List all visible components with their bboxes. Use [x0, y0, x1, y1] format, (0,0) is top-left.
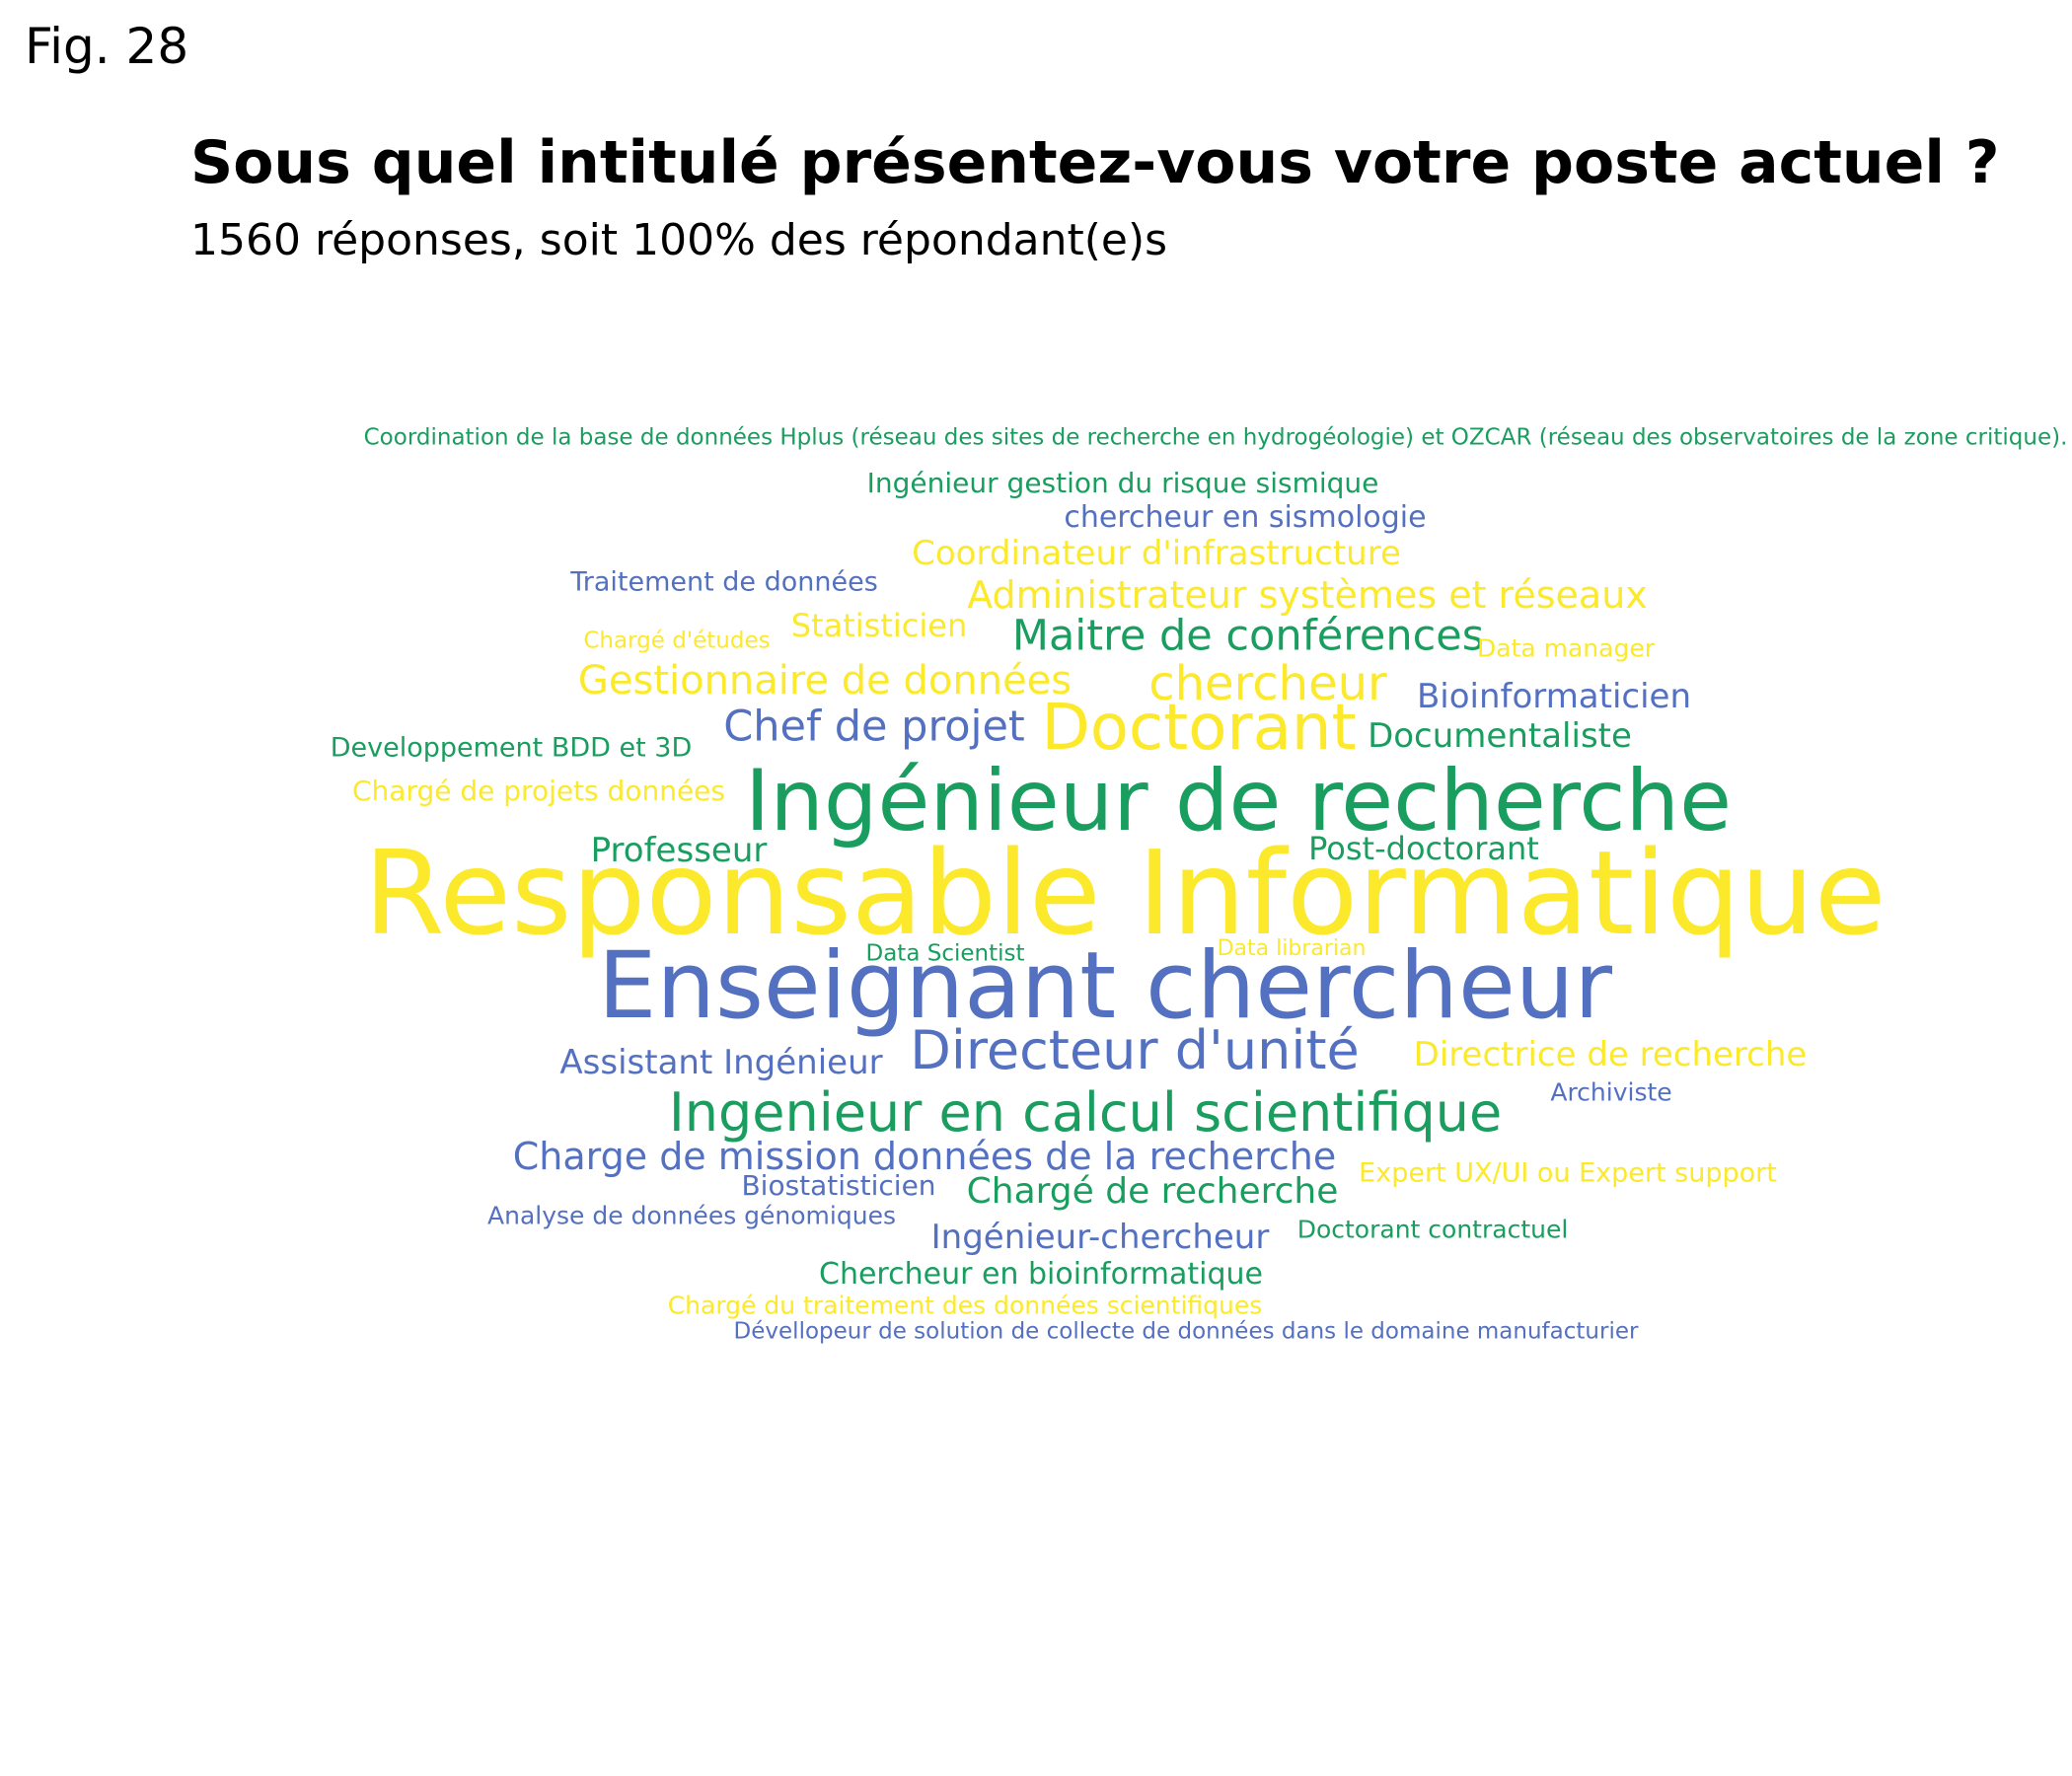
word-cloud-item: Doctorant contractuel	[1296, 1215, 1569, 1244]
word-cloud-item: Data Scientist	[865, 940, 1025, 967]
chart-title: Sous quel intitulé présentez-vous votre …	[190, 128, 2000, 197]
word-cloud-item: Archiviste	[1550, 1077, 1672, 1107]
word-cloud-item: Post-doctorant	[1308, 830, 1539, 867]
figure-label: Fig. 28	[25, 18, 189, 75]
word-cloud-item: Analyse de données génomiques	[487, 1201, 896, 1230]
word-cloud-item: Charge de mission données de la recherch…	[512, 1135, 1337, 1178]
word-cloud-item: Biostatisticien	[741, 1169, 936, 1202]
word-cloud-item: Chercheur en bioinformatique	[819, 1257, 1263, 1292]
word-cloud-item: Professeur	[590, 831, 768, 870]
word-cloud-item: Traitement de données	[570, 566, 878, 598]
word-cloud-item: Chargé d'études	[583, 628, 771, 654]
word-cloud-item: Gestionnaire de données	[577, 658, 1073, 703]
word-cloud-item: Coordination de la base de données Hplus…	[363, 424, 2068, 451]
word-cloud-item: chercheur en sismologie	[1064, 500, 1427, 535]
word-cloud-item: Maitre de conférences	[1011, 611, 1485, 661]
word-cloud-item: Responsable Informatique	[363, 825, 1887, 961]
word-cloud-item: Statisticien	[790, 607, 968, 644]
word-cloud-item: Ingénieur gestion du risque sismique	[866, 467, 1379, 499]
word-cloud-item: Enseignant chercheur	[597, 932, 1613, 1040]
word-cloud-item: Directeur d'unité	[910, 1019, 1360, 1081]
word-cloud-item: Administrateur systèmes et réseaux	[967, 573, 1648, 617]
word-cloud-item: Chargé de recherche	[966, 1171, 1339, 1212]
word-cloud-item: Chef de projet	[723, 702, 1025, 752]
chart-subtitle: 1560 réponses, soit 100% des répondant(e…	[190, 215, 1168, 265]
word-cloud-item: Bioinformaticien	[1416, 677, 1692, 716]
word-cloud-item: Ingénieur de recherche	[745, 752, 1732, 851]
word-cloud-item: Chargé de projets données	[352, 775, 725, 807]
word-cloud-item: Data manager	[1476, 633, 1656, 663]
word-cloud-item: Documentaliste	[1368, 716, 1632, 756]
word-cloud-item: Expert UX/UI ou Expert support	[1359, 1157, 1777, 1189]
word-cloud-item: Coordinateur d'infrastructure	[912, 534, 1401, 573]
word-cloud-item: Data librarian	[1217, 936, 1367, 961]
word-cloud-item: chercheur	[1148, 656, 1387, 711]
word-cloud-item: Chargé du traitement des données scienti…	[667, 1291, 1263, 1320]
word-cloud-item: Dévellopeur de solution de collecte de d…	[733, 1318, 1639, 1345]
word-cloud-item: Ingénieur-chercheur	[930, 1218, 1270, 1257]
word-cloud-item: Doctorant	[1041, 692, 1357, 765]
word-cloud-item: Directrice de recherche	[1413, 1035, 1808, 1074]
word-cloud-item: Ingenieur en calcul scientifique	[668, 1081, 1503, 1144]
word-cloud-item: Assistant Ingénieur	[559, 1043, 883, 1082]
word-cloud-item: Developpement BDD et 3D	[330, 732, 693, 764]
